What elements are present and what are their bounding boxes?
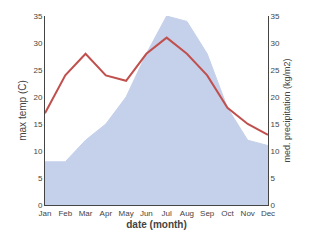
svg-text:med. precipitation (kg/m2): med. precipitation (kg/m2) [282, 58, 292, 162]
svg-text:Mar: Mar [79, 209, 93, 218]
svg-text:Nov: Nov [241, 209, 255, 218]
svg-text:35: 35 [33, 12, 42, 21]
svg-text:date (month): date (month) [126, 219, 187, 230]
svg-text:Jul: Jul [162, 209, 172, 218]
svg-text:25: 25 [33, 66, 42, 75]
svg-text:Sep: Sep [200, 209, 215, 218]
svg-text:10: 10 [33, 147, 42, 156]
svg-text:30: 30 [33, 39, 42, 48]
svg-text:Jun: Jun [140, 209, 153, 218]
svg-text:Aug: Aug [180, 209, 194, 218]
svg-text:Feb: Feb [58, 209, 72, 218]
svg-text:20: 20 [271, 93, 280, 102]
svg-text:5: 5 [38, 174, 43, 183]
svg-text:0: 0 [38, 201, 43, 210]
svg-text:30: 30 [271, 39, 280, 48]
svg-text:Oct: Oct [221, 209, 234, 218]
svg-text:Apr: Apr [100, 209, 113, 218]
svg-text:15: 15 [33, 120, 42, 129]
svg-text:May: May [119, 209, 134, 218]
svg-text:5: 5 [271, 174, 276, 183]
svg-text:25: 25 [271, 66, 280, 75]
svg-text:Dec: Dec [261, 209, 275, 218]
svg-text:0: 0 [271, 201, 276, 210]
svg-text:max temp (C): max temp (C) [17, 80, 28, 141]
svg-text:10: 10 [271, 147, 280, 156]
svg-text:Jan: Jan [39, 209, 52, 218]
svg-text:35: 35 [271, 12, 280, 21]
svg-text:20: 20 [33, 93, 42, 102]
svg-text:15: 15 [271, 120, 280, 129]
